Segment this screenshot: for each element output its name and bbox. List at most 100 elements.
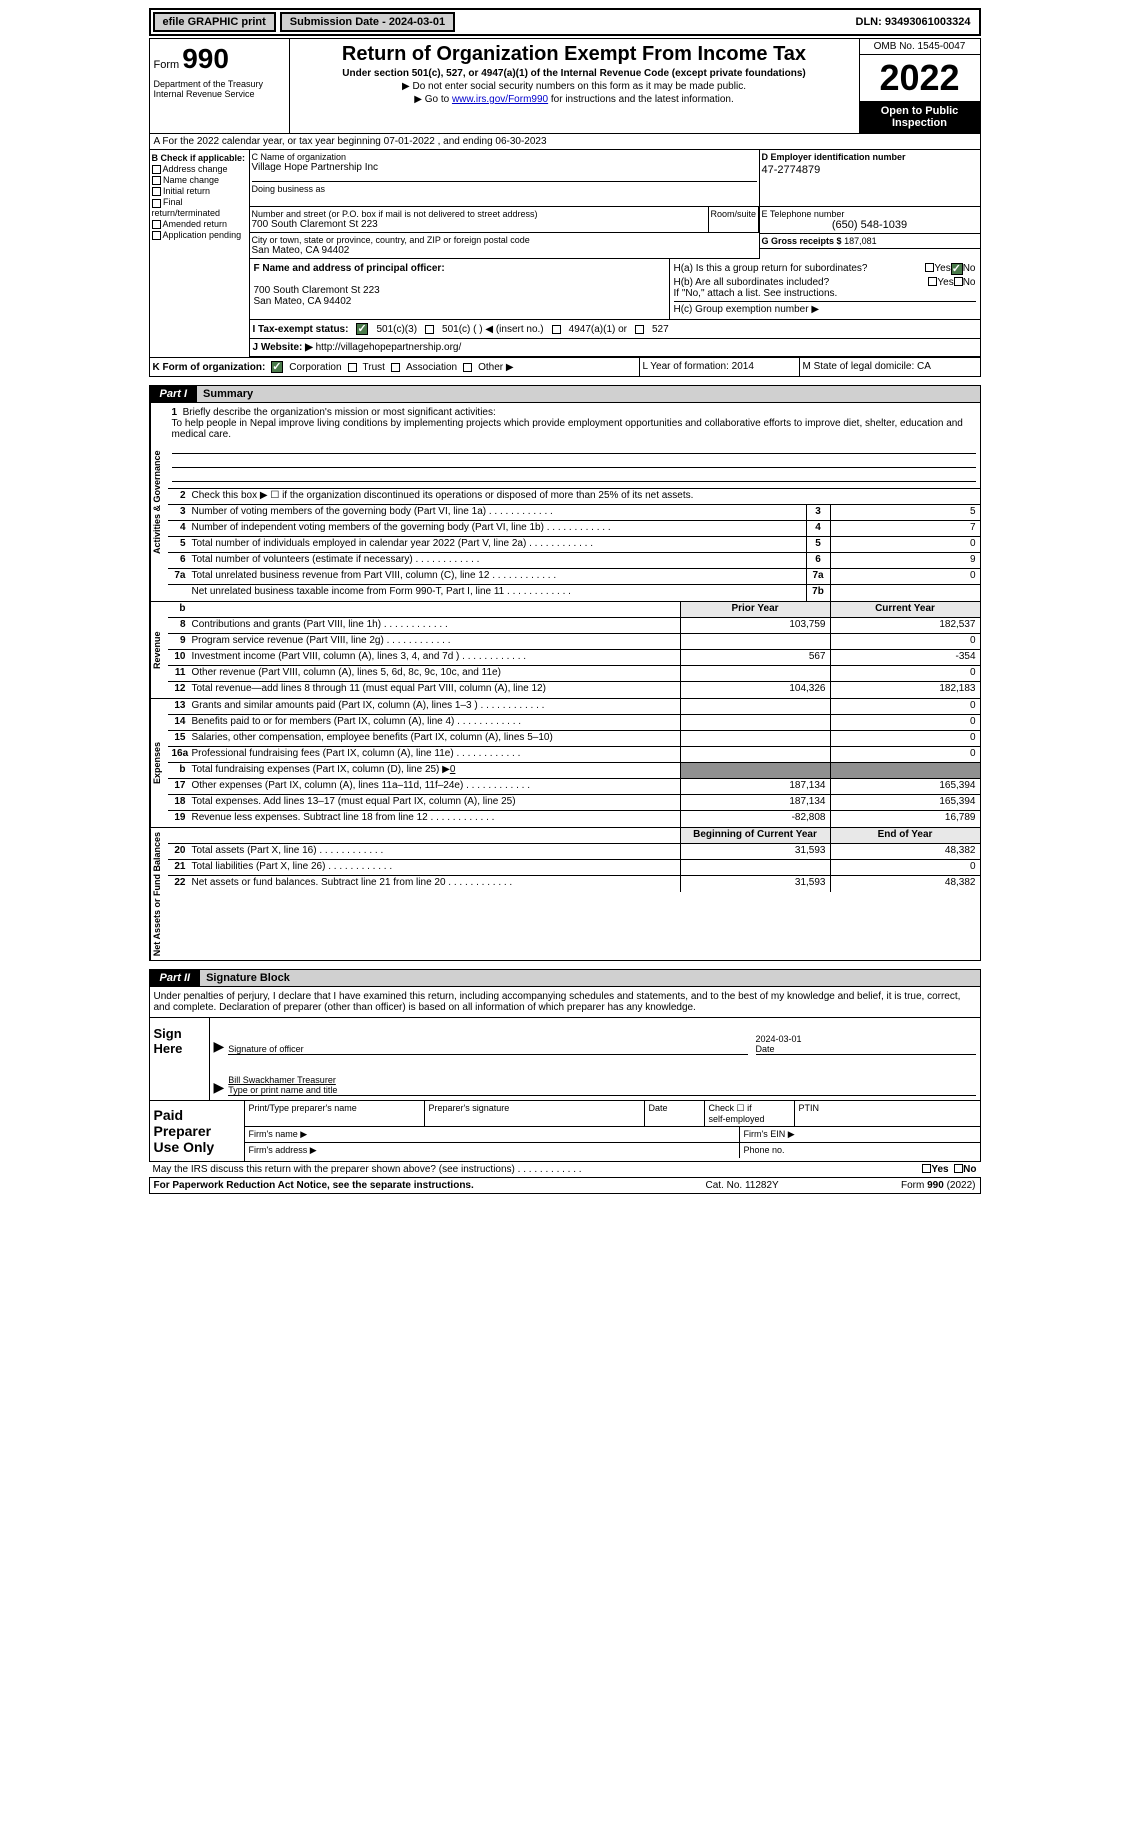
val-8c: 182,537 xyxy=(830,618,980,633)
vtab-expenses: Expenses xyxy=(150,699,168,827)
check-amended[interactable]: Amended return xyxy=(152,219,247,229)
col-beginning: Beginning of Current Year xyxy=(680,828,830,843)
val-16c: 0 xyxy=(830,747,980,762)
row-a-tax-year: A For the 2022 calendar year, or tax yea… xyxy=(149,134,981,150)
irs-link[interactable]: www.irs.gov/Form990 xyxy=(452,94,548,105)
line-13: Grants and similar amounts paid (Part IX… xyxy=(190,699,680,714)
prep-date: Date xyxy=(645,1101,705,1126)
val-17c: 165,394 xyxy=(830,779,980,794)
val-10p: 567 xyxy=(680,650,830,665)
check-initial-return[interactable]: Initial return xyxy=(152,186,247,196)
efile-print-button[interactable]: efile GRAPHIC print xyxy=(153,12,276,32)
check-ha-no[interactable] xyxy=(951,263,963,275)
val-6: 9 xyxy=(830,553,980,568)
form-of-org: K Form of organization: Corporation Trus… xyxy=(150,358,640,376)
perjury-declaration: Under penalties of perjury, I declare th… xyxy=(150,987,980,1017)
signature-block: Under penalties of perjury, I declare th… xyxy=(149,987,981,1101)
arrow-icon: ▶ xyxy=(214,1079,225,1096)
check-corporation[interactable] xyxy=(271,361,283,373)
val-4: 7 xyxy=(830,521,980,536)
val-12c: 182,183 xyxy=(830,682,980,698)
mission: 1 Briefly describe the organization's mi… xyxy=(168,403,980,489)
val-21c: 0 xyxy=(830,860,980,875)
line-21: Total liabilities (Part X, line 26) xyxy=(190,860,680,875)
tax-year: 2022 xyxy=(860,55,980,101)
part-2-header: Part II Signature Block xyxy=(149,969,981,987)
val-19c: 16,789 xyxy=(830,811,980,827)
arrow-icon: ▶ xyxy=(214,1038,225,1055)
line-19: Revenue less expenses. Subtract line 18 … xyxy=(190,811,680,827)
vtab-net-assets: Net Assets or Fund Balances xyxy=(150,828,168,960)
gross-receipts: G Gross receipts $ 187,081 xyxy=(760,234,980,249)
prep-name: Print/Type preparer's name xyxy=(245,1101,425,1126)
vtab-activities: Activities & Governance xyxy=(150,403,168,601)
form-footer: Form 990 (2022) xyxy=(826,1180,976,1191)
year-formation: L Year of formation: 2014 xyxy=(640,358,800,376)
line-9: Program service revenue (Part VIII, line… xyxy=(190,634,680,649)
submission-date: Submission Date - 2024-03-01 xyxy=(280,12,455,32)
street-value: 700 South Claremont St 223 xyxy=(252,219,706,230)
form-title: Return of Organization Exempt From Incom… xyxy=(294,43,855,66)
col-current-year: Current Year xyxy=(830,602,980,617)
line-11: Other revenue (Part VIII, column (A), li… xyxy=(190,666,680,681)
check-address-change[interactable]: Address change xyxy=(152,164,247,174)
mission-text: To help people in Nepal improve living c… xyxy=(172,418,963,440)
line-10: Investment income (Part VIII, column (A)… xyxy=(190,650,680,665)
vtab-revenue: Revenue xyxy=(150,602,168,698)
name-title-line: Bill Swackhamer TreasurerType or print n… xyxy=(228,1063,975,1096)
tax-exempt-status: I Tax-exempt status: 501(c)(3) 501(c) ( … xyxy=(250,320,980,339)
check-name-change[interactable]: Name change xyxy=(152,175,247,185)
line-18: Total expenses. Add lines 13–17 (must eq… xyxy=(190,795,680,810)
website-url: http://villagehopepartnership.org/ xyxy=(316,342,462,353)
val-11c: 0 xyxy=(830,666,980,681)
val-13c: 0 xyxy=(830,699,980,714)
line-2: Check this box ▶ ☐ if the organization d… xyxy=(190,489,980,504)
line-7b: Net unrelated business taxable income fr… xyxy=(190,585,806,601)
val-5: 0 xyxy=(830,537,980,552)
sig-date: 2024-03-01Date xyxy=(756,1022,976,1055)
check-501c3[interactable] xyxy=(356,323,368,335)
val-12p: 104,326 xyxy=(680,682,830,698)
val-17p: 187,134 xyxy=(680,779,830,794)
val-22p: 31,593 xyxy=(680,876,830,892)
officer-addr1: 700 South Claremont St 223 xyxy=(254,285,380,296)
part-1-header: Part I Summary xyxy=(149,385,981,403)
line-20: Total assets (Part X, line 16) xyxy=(190,844,680,859)
phone-value: (650) 548-1039 xyxy=(762,219,978,231)
check-final-return[interactable]: Final return/terminated xyxy=(152,197,247,217)
contact-block: E Telephone number (650) 548-1039 G Gros… xyxy=(760,207,980,259)
form-title-box: Return of Organization Exempt From Incom… xyxy=(290,39,860,133)
activities-governance: Activities & Governance 1 Briefly descri… xyxy=(149,403,981,602)
org-name-cell: C Name of organization Village Hope Part… xyxy=(250,150,760,207)
identity-block: B Check if applicable: Address change Na… xyxy=(149,150,981,358)
val-18p: 187,134 xyxy=(680,795,830,810)
val-20p: 31,593 xyxy=(680,844,830,859)
dln: DLN: 93493061003324 xyxy=(848,14,979,30)
header-toolbar: efile GRAPHIC print Submission Date - 20… xyxy=(149,8,981,36)
sign-here-label: Sign Here xyxy=(150,1018,210,1100)
room-suite: Room/suite xyxy=(709,207,759,233)
prep-ptin: PTIN xyxy=(795,1101,980,1126)
val-9c: 0 xyxy=(830,634,980,649)
box-b-label: B Check if applicable: xyxy=(152,153,247,163)
line-7a: Total unrelated business revenue from Pa… xyxy=(190,569,806,584)
org-name: Village Hope Partnership Inc xyxy=(252,162,757,173)
line-6: Total number of volunteers (estimate if … xyxy=(190,553,806,568)
signature-line[interactable]: Signature of officer xyxy=(228,1032,747,1055)
omb-number: OMB No. 1545-0047 xyxy=(860,39,980,55)
val-3: 5 xyxy=(830,505,980,520)
website-row: J Website: ▶ http://villagehopepartnersh… xyxy=(250,339,980,357)
net-assets-section: Net Assets or Fund Balances Beginning of… xyxy=(149,828,981,961)
revenue-section: Revenue bPrior YearCurrent Year 8Contrib… xyxy=(149,602,981,699)
department: Department of the Treasury Internal Reve… xyxy=(154,79,285,99)
val-20c: 48,382 xyxy=(830,844,980,859)
check-application-pending[interactable]: Application pending xyxy=(152,230,247,240)
line-22: Net assets or fund balances. Subtract li… xyxy=(190,876,680,892)
val-19p: -82,808 xyxy=(680,811,830,827)
paid-preparer-label: Paid Preparer Use Only xyxy=(150,1101,245,1161)
col-end-year: End of Year xyxy=(830,828,980,843)
line-16b: Total fundraising expenses (Part IX, col… xyxy=(190,763,680,778)
form-number-box: Form 990 Department of the Treasury Inte… xyxy=(150,39,290,133)
line-8: Contributions and grants (Part VIII, lin… xyxy=(190,618,680,633)
line-12: Total revenue—add lines 8 through 11 (mu… xyxy=(190,682,680,698)
